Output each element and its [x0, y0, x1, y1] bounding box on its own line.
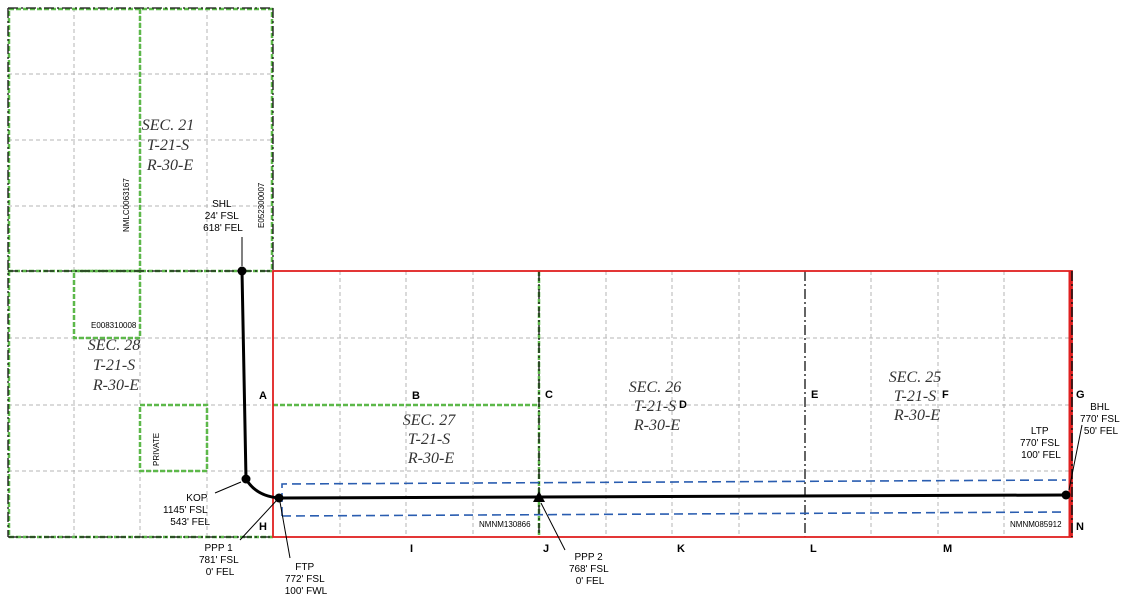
call-a: A	[259, 390, 267, 402]
call-g: G	[1076, 389, 1085, 401]
ppp2-marker	[533, 491, 545, 502]
ftp-label: FTP 772' FSL 100' FWL	[285, 562, 328, 597]
call-e: E	[811, 389, 818, 401]
call-k: K	[677, 543, 685, 555]
ltp-label: LTP 770' FSL 100' FEL	[1020, 426, 1062, 461]
setback-lines	[281, 479, 1067, 517]
leader-lines	[214, 237, 1083, 559]
bhl-label: BHL 770' FSL 50' FEL	[1080, 402, 1122, 437]
lease-nmnm130866: NMNM130866	[479, 520, 531, 529]
kop-marker	[241, 474, 251, 484]
ppp1-label: PPP 1 781' FSL 0' FEL	[199, 543, 241, 578]
green-lease-lines	[7, 7, 541, 539]
kop-label: KOP 1145' FSL 543' FEL	[163, 493, 210, 528]
call-l: L	[810, 543, 817, 555]
call-h: H	[259, 521, 267, 533]
shl-marker	[237, 266, 247, 276]
ppp2-label: PPP 2 768' FSL 0' FEL	[569, 552, 611, 587]
bhl-marker	[1061, 490, 1071, 500]
call-n: N	[1076, 521, 1084, 533]
sec21-label: SEC. 21 T-21-S R-30-E	[142, 117, 198, 174]
call-b: B	[412, 390, 420, 402]
sec26-label: SEC. 26 T-21-S R-30-E	[629, 379, 685, 434]
call-c: C	[545, 389, 553, 401]
call-j: J	[543, 543, 549, 555]
sec28-label: SEC. 28 T-21-S R-30-E	[88, 337, 144, 394]
shl-label: SHL 24' FSL 618' FEL	[203, 199, 243, 234]
lease-nmnm085912: NMNM085912	[1010, 520, 1062, 529]
lease-nmlc0063167: NMLC0063167	[122, 178, 131, 232]
call-f: F	[942, 389, 949, 401]
call-d: D	[679, 399, 687, 411]
lease-private: PRIVATE	[152, 433, 161, 466]
lease-e052300007: E052300007	[257, 182, 266, 228]
call-m: M	[943, 543, 952, 555]
lease-e008310008: E008310008	[91, 321, 137, 330]
sec27-label: SEC. 27 T-21-S R-30-E	[403, 412, 459, 467]
sec25-label: SEC. 25 T-21-S R-30-E	[889, 369, 945, 424]
call-i: I	[410, 543, 413, 555]
